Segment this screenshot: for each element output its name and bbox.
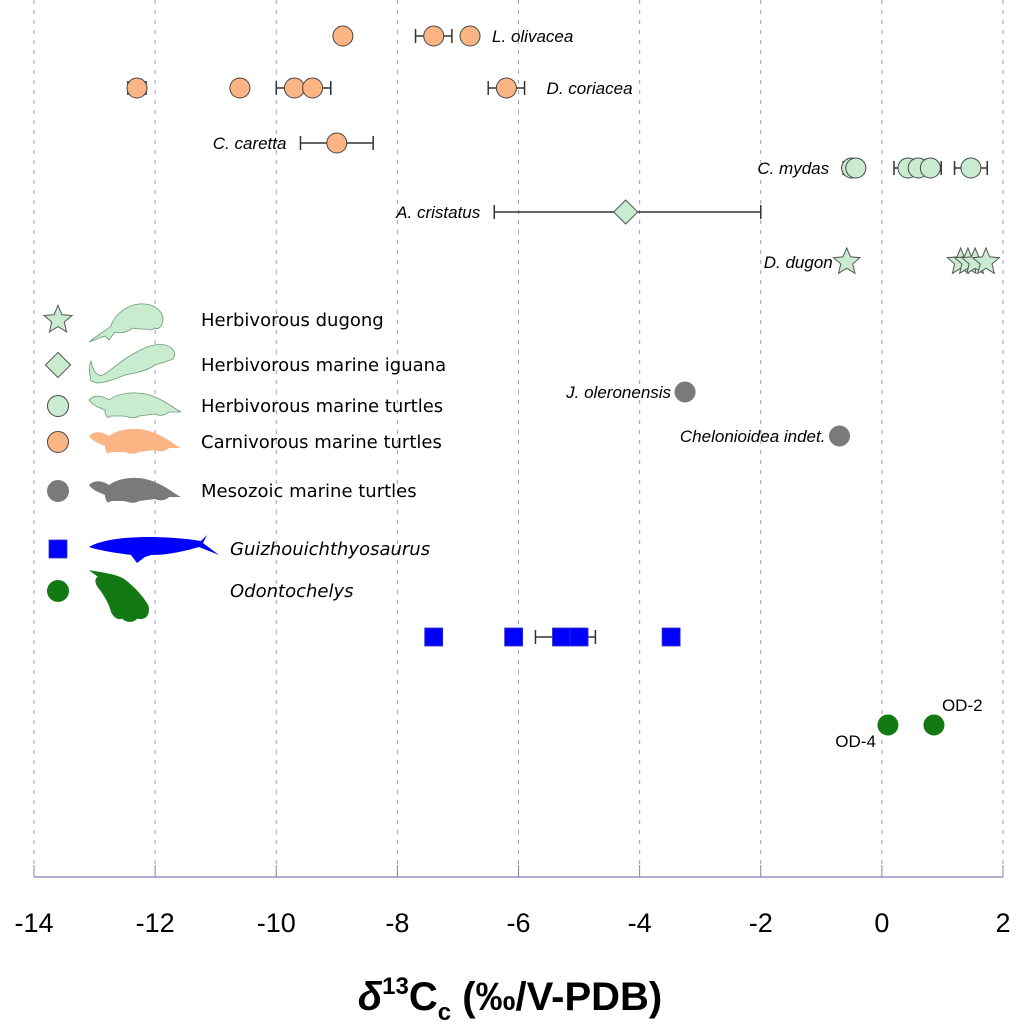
data-point [326, 132, 348, 154]
data-point [960, 157, 982, 179]
data-point [504, 627, 524, 647]
x-axis-label-sub: c [438, 999, 451, 1024]
species-label: D. coriacea [547, 79, 633, 98]
point-label: OD-4 [835, 732, 876, 751]
x-axis-label-c: C [409, 975, 438, 1019]
data-point [877, 714, 899, 736]
ichthyosaur-silhouette-icon [89, 535, 219, 563]
turtle-silhouette-icon [88, 392, 182, 419]
data-point [302, 77, 324, 99]
turtle-silhouette-icon [89, 428, 181, 454]
legend-marker-circle-icon [47, 395, 69, 417]
legend-label: Carnivorous marine turtles [201, 432, 442, 453]
x-tick-label: 0 [874, 908, 889, 938]
data-point [612, 199, 639, 225]
series-guizhouichthyosaurus [424, 627, 681, 647]
data-point [423, 25, 445, 47]
x-axis-label-sup: 13 [382, 973, 409, 1000]
legend-marker-circle-icon [47, 480, 69, 502]
x-axis-label: δ13Cc (‰/V-PDB) [358, 973, 663, 1024]
series-d-dugon: D. dugon [764, 246, 1001, 275]
x-tick-label: -8 [385, 908, 409, 938]
data-point [495, 77, 517, 99]
series-c-caretta: C. caretta [213, 132, 374, 154]
data-point [661, 627, 681, 647]
species-label: A. cristatus [395, 203, 481, 222]
series-odontochelys: OD-4 OD-2 [835, 696, 982, 751]
x-tick-label: -14 [14, 908, 53, 938]
legend-marker-star-icon [42, 304, 74, 333]
species-label: J. oleronensis [565, 383, 671, 402]
legend-item: Herbivorous marine turtles [47, 392, 443, 419]
data-point [919, 157, 941, 179]
series-d-coriacea: D. coriacea [126, 77, 633, 99]
legend-item: Guizhouichthyosaurus [48, 535, 430, 563]
x-tick-label: -12 [136, 908, 175, 938]
data-point [832, 246, 862, 275]
legend-item: Mesozoic marine turtles [47, 477, 417, 503]
legend-marker-circle-icon [47, 431, 69, 453]
legend-item: Herbivorous marine iguana [44, 344, 446, 384]
data-points: L. olivacea D. coriacea C. caretta C. mydas… [126, 25, 1001, 751]
legend-marker-square-icon [48, 539, 68, 559]
species-label: Chelonioidea indet. [680, 427, 826, 446]
series-c-mydas: C. mydas [757, 157, 989, 179]
x-tick-label: 2 [995, 908, 1010, 938]
legend: Herbivorous dugong Herbivorous marine igu… [42, 303, 446, 622]
legend-label: Herbivorous dugong [201, 310, 384, 331]
data-point [283, 77, 305, 99]
legend-item: Odontochelys [47, 570, 354, 622]
odontochelys-silhouette-icon [89, 570, 149, 622]
x-tick-label: -4 [628, 908, 652, 938]
x-tick-label: -6 [506, 908, 530, 938]
point-label: OD-2 [942, 696, 983, 715]
legend-label: Herbivorous marine turtles [201, 396, 443, 417]
series-j-oleronensis: J. oleronensis [565, 381, 696, 403]
legend-item: Carnivorous marine turtles [47, 428, 442, 454]
dugong-silhouette-icon [88, 303, 164, 343]
legend-marker-circle-icon [47, 580, 69, 602]
data-point [126, 77, 148, 99]
x-tick-label: -10 [257, 908, 296, 938]
data-point [459, 25, 481, 47]
legend-label: Herbivorous marine iguana [201, 355, 446, 376]
legend-label: Mesozoic marine turtles [201, 481, 417, 502]
data-point [552, 627, 571, 647]
species-label: C. caretta [213, 134, 287, 153]
data-point [971, 246, 1001, 275]
series-chelonioidea-indet: Chelonioidea indet. [680, 425, 850, 447]
data-point [923, 714, 945, 736]
data-point [674, 381, 696, 403]
x-axis-label-delta: δ [358, 975, 383, 1019]
legend-label: Guizhouichthyosaurus [230, 539, 430, 560]
species-label: C. mydas [757, 159, 829, 178]
legend-item: Herbivorous dugong [42, 303, 384, 343]
x-tick-label: -2 [749, 908, 773, 938]
data-point [332, 25, 354, 47]
series-l-olivacea: L. olivacea [332, 25, 573, 47]
data-point [229, 77, 251, 99]
legend-label: Odontochelys [230, 581, 354, 602]
data-point [569, 627, 589, 647]
x-axis-label-rest: (‰/V-PDB) [451, 975, 662, 1019]
iguana-silhouette-icon [89, 344, 175, 384]
species-label: D. dugon [764, 253, 833, 272]
data-point [828, 425, 850, 447]
data-point [424, 627, 444, 647]
x-tick-labels: -14 -12 -10 -8 -6 -4 -2 0 2 [14, 908, 1010, 938]
series-a-cristatus: A. cristatus [395, 199, 762, 225]
data-point [845, 157, 867, 179]
legend-marker-diamond-icon [44, 351, 72, 379]
turtle-silhouette-icon [89, 477, 181, 503]
species-label: L. olivacea [492, 27, 573, 46]
x-axis [33, 865, 1004, 878]
